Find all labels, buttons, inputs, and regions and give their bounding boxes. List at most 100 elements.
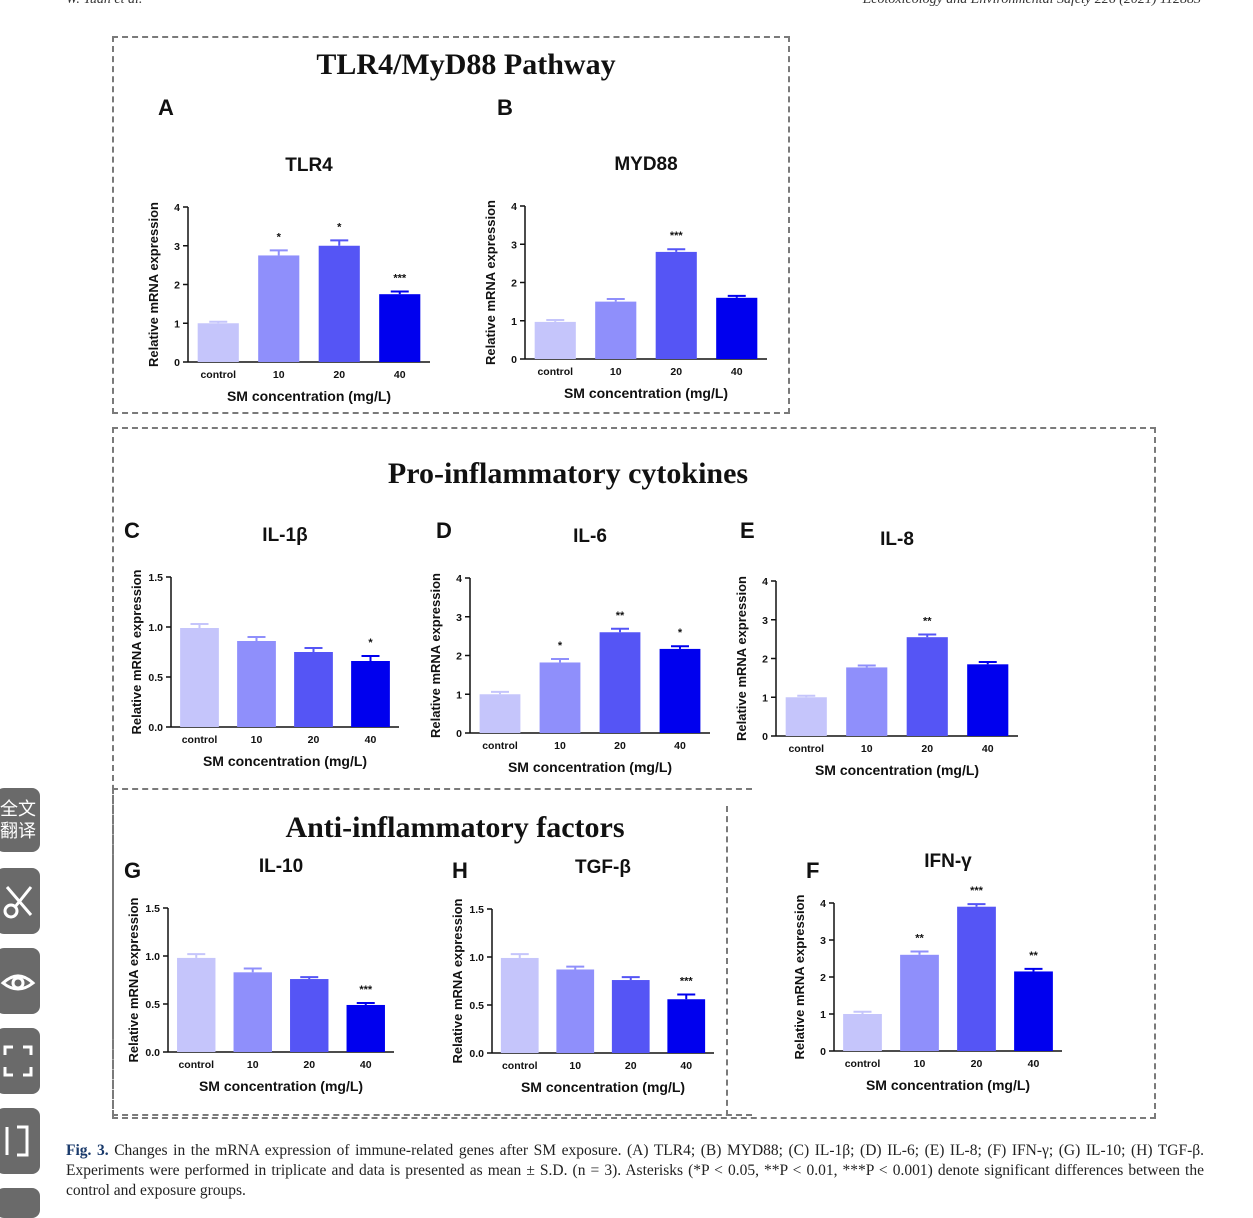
bar-c-3 <box>351 661 390 727</box>
y-tick-label-c: 1.5 <box>148 572 163 584</box>
y-tick-label-d: 3 <box>456 612 462 624</box>
chart-title-h: TGF-β <box>575 857 631 878</box>
panel-letter-g: G <box>124 858 142 883</box>
chart-title-d: IL-6 <box>573 526 607 547</box>
x-tick-label-e: control <box>788 743 824 755</box>
x-tick-label-c: control <box>182 734 218 746</box>
x-tick-label-a: 10 <box>273 369 285 381</box>
y-axis-label-b: Relative mRNA expression <box>483 200 498 365</box>
x-tick-label-c: 20 <box>308 734 320 746</box>
significance-label-a-2: * <box>337 221 342 233</box>
figure-caption: Fig. 3. Changes in the mRNA expression o… <box>66 1141 1204 1201</box>
x-tick-label-h: 20 <box>625 1060 637 1072</box>
split-button[interactable] <box>0 1108 40 1174</box>
bar-b-3 <box>716 297 758 359</box>
bar-g-0 <box>177 957 216 1052</box>
bar-a-2 <box>318 245 360 362</box>
x-axis-label-f: SM concentration (mg/L) <box>866 1077 1030 1093</box>
y-tick-label-f: 2 <box>820 972 826 984</box>
figure-caption-text: Changes in the mRNA expression of immune… <box>66 1142 1205 1199</box>
bar-f-2 <box>957 906 996 1051</box>
y-tick-label-c: 0.5 <box>148 672 163 684</box>
panel-letter-e: E <box>740 518 755 543</box>
running-head-left: W. Yuan et al. <box>66 0 142 8</box>
bar-d-2 <box>599 632 641 733</box>
bar-e-1 <box>846 667 888 736</box>
eye-button[interactable] <box>0 948 40 1014</box>
bar-e-0 <box>785 697 827 736</box>
x-axis-label-h: SM concentration (mg/L) <box>521 1079 685 1095</box>
y-axis-label-g: Relative mRNA expression <box>126 897 141 1062</box>
x-tick-label-b: 40 <box>731 366 743 378</box>
y-tick-label-f: 1 <box>820 1009 826 1021</box>
y-tick-label-d: 0 <box>456 728 462 740</box>
y-tick-label-e: 4 <box>762 576 768 588</box>
x-tick-label-h: 10 <box>569 1060 581 1072</box>
bar-h-2 <box>611 980 650 1053</box>
x-tick-label-a: 20 <box>333 369 345 381</box>
x-axis-label-c: SM concentration (mg/L) <box>203 753 367 769</box>
panel-letter-b: B <box>497 95 513 120</box>
anti-inflammatory-group-box <box>112 788 752 1116</box>
y-tick-label-c: 0.0 <box>148 722 163 734</box>
y-tick-label-h: 1.0 <box>469 952 484 964</box>
x-tick-label-f: control <box>845 1058 881 1070</box>
x-tick-label-g: control <box>178 1059 214 1071</box>
significance-label-f-3: ** <box>1029 950 1038 962</box>
bar-g-1 <box>233 972 272 1052</box>
chart-title-a: TLR4 <box>285 155 333 176</box>
y-tick-label-h: 1.5 <box>469 904 484 916</box>
y-tick-label-a: 4 <box>174 202 180 214</box>
y-axis-label-f: Relative mRNA expression <box>792 894 807 1059</box>
y-tick-label-f: 3 <box>820 935 826 947</box>
y-tick-label-b: 2 <box>511 278 517 290</box>
bar-b-0 <box>534 321 576 359</box>
bar-g-3 <box>346 1004 385 1052</box>
x-tick-label-f: 20 <box>971 1058 983 1070</box>
bar-c-2 <box>294 652 333 727</box>
scan-icon <box>3 1045 33 1077</box>
panel-letter-h: H <box>452 858 468 883</box>
scissors-icon <box>3 886 33 919</box>
bar-e-3 <box>967 664 1009 736</box>
y-tick-label-b: 0 <box>511 354 517 366</box>
significance-label-a-3: *** <box>393 272 407 284</box>
bar-d-0 <box>479 694 521 733</box>
y-tick-label-h: 0.0 <box>469 1048 484 1060</box>
x-tick-label-d: 10 <box>554 740 566 752</box>
panel-letter-f: F <box>806 858 820 883</box>
x-tick-label-e: 10 <box>861 743 873 755</box>
x-axis-label-g: SM concentration (mg/L) <box>199 1078 363 1094</box>
y-tick-label-b: 1 <box>511 316 517 328</box>
chart-title-g: IL-10 <box>259 856 303 877</box>
bar-c-1 <box>237 641 276 727</box>
chart-title-e: IL-8 <box>880 529 914 550</box>
x-tick-label-g: 40 <box>360 1059 372 1071</box>
x-axis-label-b: SM concentration (mg/L) <box>564 385 728 401</box>
bar-f-0 <box>843 1014 882 1051</box>
bar-a-3 <box>379 294 421 362</box>
bar-b-2 <box>655 251 697 359</box>
y-tick-label-b: 3 <box>511 239 517 251</box>
x-tick-label-d: 40 <box>674 740 686 752</box>
translate-label: 全文翻译 <box>0 799 36 841</box>
y-tick-label-a: 2 <box>174 280 180 292</box>
y-tick-label-d: 2 <box>456 651 462 663</box>
x-tick-label-g: 20 <box>303 1059 315 1071</box>
translate-button[interactable]: 全文翻译 <box>0 788 40 852</box>
more-button[interactable] <box>0 1188 40 1218</box>
bar-g-2 <box>290 979 329 1052</box>
scissors-button[interactable] <box>0 868 40 934</box>
scan-button[interactable] <box>0 1028 40 1094</box>
bar-h-0 <box>500 957 539 1053</box>
x-tick-label-h: 40 <box>680 1060 692 1072</box>
significance-label-f-2: *** <box>970 885 984 897</box>
x-tick-label-a: 40 <box>394 369 406 381</box>
